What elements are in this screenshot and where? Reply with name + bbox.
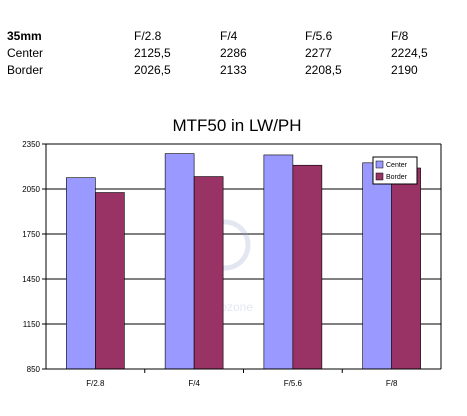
mtf50-bar-chart: MTF50 in LW/PH photozone 850115014501750… — [22, 116, 442, 388]
table-header-aperture: F/5.6 — [305, 29, 333, 43]
chart-title: MTF50 in LW/PH — [172, 116, 301, 135]
table-cell: 2286 — [220, 46, 247, 60]
y-tick-label: 2050 — [22, 185, 40, 194]
table-row-center: Center 2125,5 2286 2277 2224,5 — [7, 45, 457, 62]
y-tick-label: 2350 — [22, 140, 40, 149]
legend-label-border: Border — [386, 174, 408, 181]
table-header-lens: 35mm — [7, 29, 42, 43]
legend-swatch-border — [375, 172, 384, 181]
legend-swatch-center — [375, 160, 384, 169]
x-tick-label: F/2.8 — [86, 379, 105, 388]
table-row-label: Center — [7, 46, 44, 60]
table-header-row: 35mm F/2.8 F/4 F/5.6 F/8 — [7, 28, 457, 45]
bar-center — [66, 177, 96, 370]
table-row-label: Border — [7, 63, 44, 77]
bar-center — [263, 154, 294, 370]
table-cell: 2224,5 — [391, 46, 428, 60]
y-tick-label: 850 — [27, 365, 41, 374]
y-tick-label: 1450 — [22, 275, 40, 284]
x-tick-label: F/5.6 — [284, 379, 303, 388]
table-header-aperture: F/4 — [220, 29, 238, 43]
bar-center — [362, 162, 392, 370]
table-cell: 2026,5 — [134, 63, 171, 77]
table-cell: 2125,5 — [134, 46, 171, 60]
table-row-border: Border 2026,5 2133 2208,5 2190 — [7, 62, 457, 79]
bar-border — [95, 192, 125, 370]
table-cell: 2277 — [305, 46, 332, 60]
x-tick-labels: F/2.8 F/4 F/5.6 F/8 — [86, 379, 398, 388]
table-cell: 2133 — [220, 63, 247, 77]
legend-label-center: Center — [386, 162, 408, 169]
x-tick-label: F/4 — [188, 379, 200, 388]
axes — [45, 144, 442, 373]
bar-border — [193, 176, 224, 370]
table-cell: 2208,5 — [305, 63, 342, 77]
y-tick-labels: 850 1150 1450 1750 2050 2350 — [22, 140, 40, 374]
bar-center — [164, 153, 195, 370]
x-tick-label: F/8 — [386, 379, 398, 388]
table-cell: 2190 — [391, 63, 418, 77]
data-table: 35mm F/2.8 F/4 F/5.6 F/8 Center 2125,5 2… — [7, 28, 457, 79]
bar-border — [391, 167, 421, 370]
legend: Center Border — [372, 156, 418, 185]
bar-border — [292, 164, 323, 370]
table-header-aperture: F/2.8 — [134, 29, 162, 43]
y-tick-label: 1750 — [22, 230, 40, 239]
bars — [66, 153, 421, 370]
table-header-aperture: F/8 — [391, 29, 409, 43]
y-tick-label: 1150 — [23, 320, 41, 329]
